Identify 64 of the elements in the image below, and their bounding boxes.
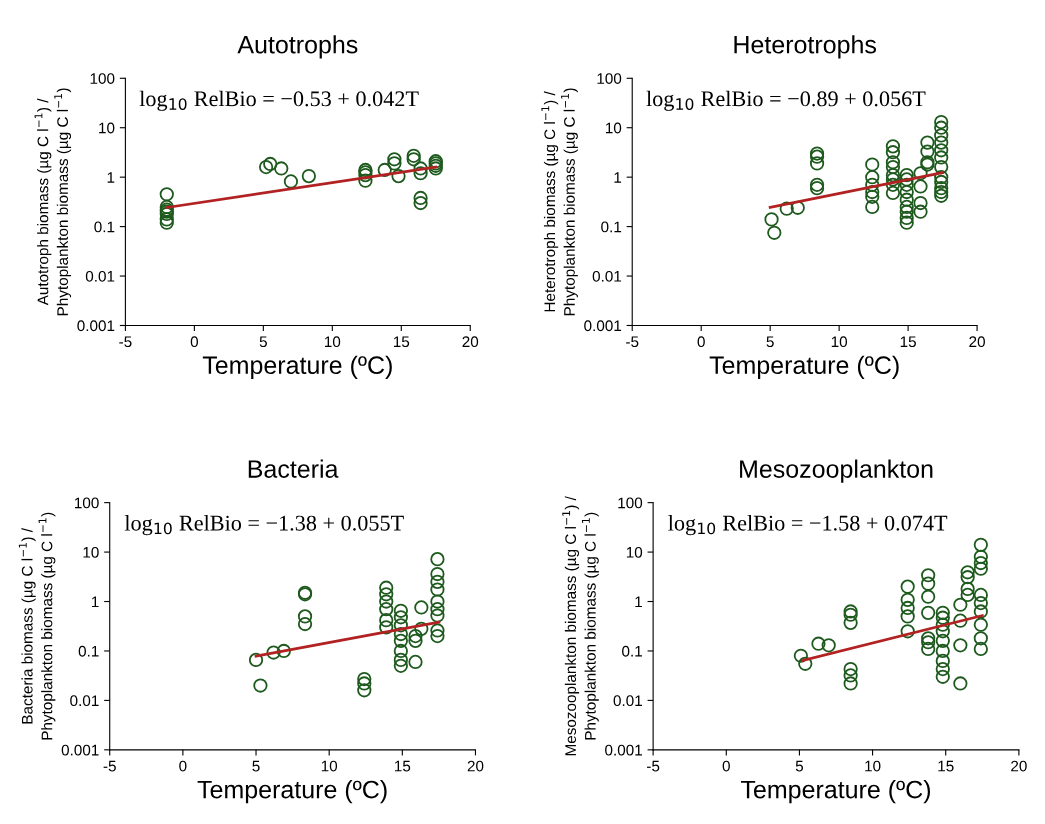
y-tick-label: 1 [635, 596, 642, 608]
y-tick-label: 1 [91, 596, 99, 608]
y-tick-label: 0.01 [70, 695, 99, 707]
y-tick-label: 0.1 [622, 645, 642, 657]
x-tick-label: 20 [969, 336, 985, 348]
x-tick-label: -5 [647, 760, 660, 772]
y-tick-label: 10 [605, 122, 622, 134]
annotation: log$_{10}$ RelBio = −1.58 + 0.074T [668, 515, 948, 536]
chart-title: Heterotrophs [734, 35, 877, 59]
x-tick-label: 0 [190, 336, 199, 348]
y-tick-label: 1 [107, 172, 115, 183]
y-tick-label: 100 [618, 497, 643, 509]
y-tick-label: 0.1 [94, 221, 115, 233]
y-tick-label: 10 [99, 122, 115, 134]
x-tick-label: 20 [462, 336, 479, 348]
y-tick-label: 0.1 [601, 221, 622, 233]
x-tick-label: 10 [831, 336, 848, 348]
x-tick-label: -5 [119, 336, 132, 348]
y-tick-label: 0.1 [78, 645, 99, 657]
text: Mesozooplankton biomass (µg C l$^{−1}$) / Phytoplankton biomass (µg C l$^{−1}$) [562, 496, 599, 756]
x-tick-label: 20 [1011, 760, 1027, 772]
x-tick-label: 10 [324, 336, 341, 348]
x-tick-label: 5 [795, 760, 804, 772]
x-tick-label: 15 [394, 760, 411, 772]
y-tick-label: 0.01 [613, 695, 642, 707]
x-axis-title: Temperature (ºC) [741, 780, 931, 804]
x-tick-label: 0 [722, 760, 730, 772]
x-tick-label: -5 [103, 760, 116, 772]
x-tick-label: -5 [626, 336, 639, 348]
chart-title: Autotrophs [237, 35, 358, 59]
x-tick-label: 15 [938, 760, 954, 772]
x-axis-title: Temperature (ºC) [197, 780, 387, 804]
y-tick-label: 0.001 [584, 320, 622, 332]
y-tick-label: 100 [90, 73, 115, 84]
y-tick-label: 10 [83, 546, 99, 558]
y-tick-label: 0.01 [85, 270, 115, 282]
x-tick-label: 5 [766, 336, 774, 348]
y-axis-title: Autotroph biomass (µg C l$^{−1}$) / Phytoplankton biomass (µg C l$^{−1}$) [34, 88, 72, 316]
x-tick-label: 15 [900, 336, 916, 348]
y-axis-title: Bacteria biomass (µg C l$^{−1}$) / Phytoplankton biomass (µg C l$^{−1}$) [18, 512, 56, 740]
y-tick-label: 0.001 [605, 744, 642, 756]
x-tick-label: 15 [393, 336, 410, 348]
y-tick-label: 100 [74, 497, 99, 509]
x-tick-label: 0 [179, 760, 187, 772]
x-axis-title: Temperature (ºC) [709, 355, 899, 379]
annotation: log$_{10}$ RelBio = −0.53 + 0.042T [139, 90, 419, 111]
chart-title: Bacteria [248, 459, 339, 478]
y-tick-label: 100 [597, 73, 622, 84]
y-tick-label: 0.01 [592, 270, 622, 282]
y-tick-label: 1 [614, 172, 622, 183]
annotation: log$_{10}$ RelBio = −0.89 + 0.056T [646, 90, 926, 111]
y-tick-label: 0.001 [61, 744, 99, 756]
x-tick-label: 20 [467, 760, 484, 772]
chart-title: Mesozooplankton [740, 459, 933, 483]
x-tick-label: 0 [697, 336, 705, 348]
annotation: log$_{10}$ RelBio = −1.38 + 0.055T [124, 515, 404, 536]
y-tick-label: 0.001 [77, 320, 115, 332]
x-tick-label: 5 [252, 760, 260, 772]
x-tick-label: 5 [259, 336, 267, 348]
y-tick-label: 10 [626, 546, 643, 558]
x-axis-title: Temperature (ºC) [202, 355, 392, 379]
x-tick-label: 10 [865, 760, 881, 772]
y-axis-title: Heterotroph biomass (µg C l$^{−1}$) / Phytoplankton biomass (µg C l$^{−1}$) [541, 88, 578, 316]
x-tick-label: 10 [321, 760, 338, 772]
